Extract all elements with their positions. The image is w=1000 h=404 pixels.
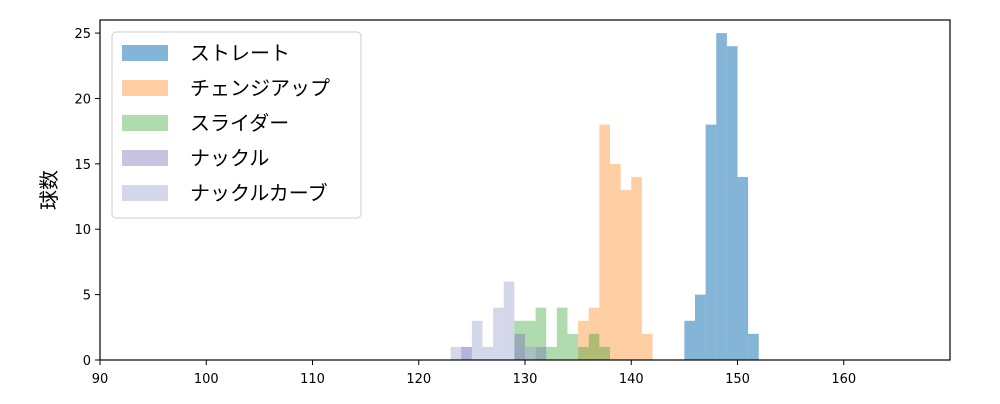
legend-box [111, 31, 362, 219]
histogram-bar [461, 346, 472, 360]
histogram-bar [705, 124, 717, 360]
bars-layer [450, 33, 759, 361]
histogram-bar [620, 190, 632, 360]
y-tick-label: 10 [74, 223, 91, 238]
histogram-bar [535, 346, 547, 360]
x-tick-label: 130 [513, 372, 538, 387]
histogram-bar [556, 307, 568, 360]
histogram-bar [599, 124, 610, 360]
legend-label: ナックル [190, 146, 269, 170]
x-tick-label: 120 [406, 372, 431, 387]
histogram-bar [525, 346, 536, 360]
legend-swatch [122, 45, 168, 61]
x-tick-label: 110 [300, 372, 325, 387]
histogram-bar [610, 163, 621, 360]
histogram-bar [461, 346, 472, 360]
histogram-bar [695, 294, 706, 360]
legend-swatch [122, 80, 168, 96]
histogram-bar [578, 346, 589, 360]
histogram-bar [567, 333, 579, 360]
y-tick-label: 15 [74, 158, 91, 173]
histogram-bar [737, 176, 749, 360]
x-tick-label: 160 [831, 372, 856, 387]
y-axis-label: 球数 [37, 170, 61, 210]
legend-label: ナックルカーブ [190, 181, 328, 205]
histogram-bar [493, 307, 504, 360]
histogram-bar [748, 333, 759, 360]
y-tick-label: 0 [83, 354, 91, 369]
histogram-bar [514, 346, 525, 360]
histogram-bar [726, 46, 738, 361]
histogram-bar [471, 320, 483, 360]
histogram-bar [599, 346, 610, 360]
legend-label: チェンジアップ [190, 76, 330, 100]
histogram-bar [450, 346, 462, 360]
x-tick-label: 100 [194, 372, 219, 387]
histogram-bar [641, 333, 653, 360]
y-tick-label: 25 [74, 27, 91, 42]
x-tick-label: 140 [619, 372, 644, 387]
legend-label: ストレート [190, 41, 290, 65]
y-tick-label: 20 [74, 92, 91, 107]
histogram-bar [578, 320, 589, 360]
x-tick-label: 90 [92, 372, 109, 387]
legend-swatch [122, 150, 168, 166]
x-axis-ticks: 90 100 110 120 130 140 150 160 [92, 360, 856, 387]
y-axis-ticks: 0 5 10 15 20 25 [74, 27, 100, 369]
legend-label: スライダー [190, 111, 289, 135]
histogram-bar [684, 320, 695, 360]
histogram-bar [588, 333, 600, 360]
histogram-bar [525, 320, 536, 360]
histogram-bar [588, 307, 600, 360]
y-tick-label: 5 [83, 289, 91, 304]
histogram-bar [631, 176, 642, 360]
histogram-bar [482, 346, 494, 360]
histogram-bar [514, 333, 525, 360]
legend-swatch [122, 115, 168, 131]
histogram-bar [503, 281, 515, 360]
histogram-bar [514, 320, 525, 360]
x-tick-label: 150 [725, 372, 750, 387]
histogram-bar [535, 307, 547, 360]
histogram-bar [546, 346, 557, 360]
histogram-bar [716, 33, 727, 360]
legend-swatch [122, 185, 168, 201]
